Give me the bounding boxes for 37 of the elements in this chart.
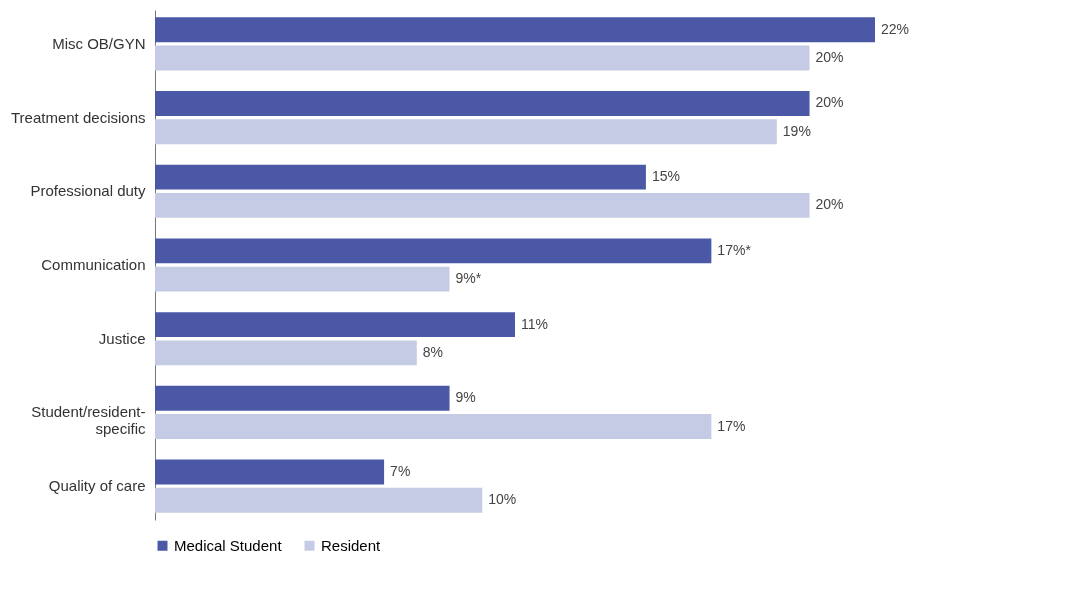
data-label: 9%* [455,270,482,287]
data-label: 10% [488,491,517,508]
data-label: 22% [881,20,910,37]
data-label: 20% [815,49,844,66]
bar [155,17,875,43]
bar [155,487,483,513]
data-label: 15% [651,168,680,185]
y-tick-label: Misc OB/GYN [52,34,146,52]
bar [155,164,646,190]
data-label: 19% [782,122,811,139]
data-label: 20% [815,94,844,111]
y-tick-label: Communication [41,256,146,273]
y-tick-label: Quality of care [48,477,146,495]
bar [155,414,712,439]
bar [155,45,810,71]
data-label: 11% [521,315,548,332]
data-label: 20% [815,196,844,213]
bar [155,266,450,292]
y-tick-label: Professional duty [30,182,146,200]
bar [155,119,777,145]
bar [155,91,810,116]
bar [155,192,810,218]
bar [155,459,385,485]
legend-label: Medical Student [174,536,283,554]
bar [155,238,712,264]
y-tick-label: Justice [98,329,146,347]
legend-label: Resident [321,536,382,554]
data-label: 7% [390,462,411,479]
y-tick-label: Treatment decisions [10,108,146,126]
bar [155,385,450,411]
bar [155,312,515,338]
data-label: 17%* [717,241,752,258]
data-label: 9% [455,389,476,406]
bar [155,340,417,366]
data-label: 17% [717,417,746,434]
data-label: 8% [422,343,444,360]
y-tick-label: Student/resident-specific [31,403,146,438]
